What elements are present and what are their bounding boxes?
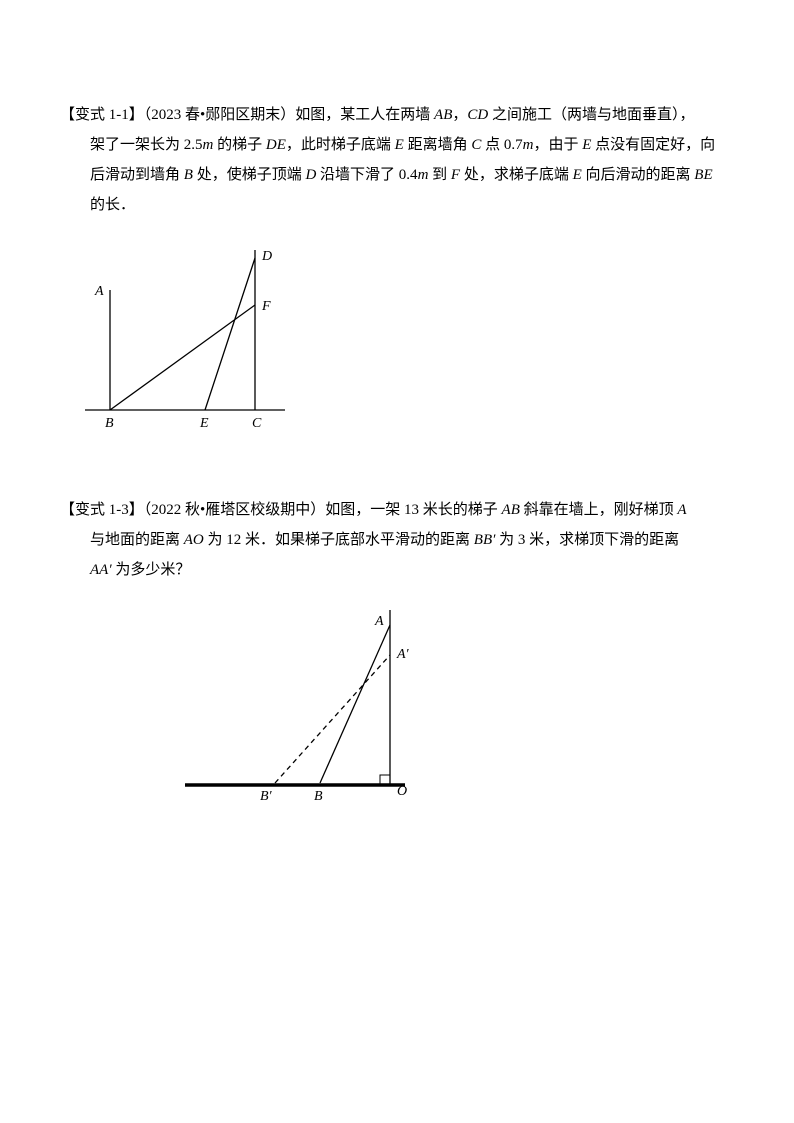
diag1-label-E: E [199,416,209,431]
p1-l2e: ，此时梯子底端 [286,137,395,153]
p1-l2f: E [395,137,404,153]
p2-l1a: 如图，一架 13 米长的梯子 [325,502,501,518]
p1-l1b: AB [434,107,452,123]
problem-1-line-3: 后滑动到墙角 B 处，使梯子顶端 D 沿墙下滑了 0.4m 到 F 处，求梯子底… [60,160,734,190]
p1-l2c: 的梯子 [213,137,266,153]
p1-l2k: ，由于 [533,137,582,153]
p2-l1d: A [677,502,686,518]
diag2-label-A: A [374,614,384,629]
problem-1-line-2: 架了一架长为 2.5m 的梯子 DE，此时梯子底端 E 距离墙角 C 点 0.7… [60,130,734,160]
diag2-label-O: O [397,784,407,799]
problem-1-label: 【变式 1-1】 [60,107,144,123]
problem-2-line-3: AA′ 为多少米？ [60,555,734,585]
problem-1-line-1: 【变式 1-1】（2023 春•郧阳区期末）如图，某工人在两墙 AB，CD 之间… [60,100,734,130]
problem-2-label: 【变式 1-3】 [60,502,144,518]
diagram-1-svg: A B C D E F [80,235,290,435]
p2-l1b: AB [502,502,520,518]
problem-1-diagram: A B C D E F [80,235,734,435]
p1-l2h: C [471,137,481,153]
p1-l1e: 之间施工（两墙与地面垂直）， [488,107,694,123]
p1-l3j: E [573,167,582,183]
problem-2: 【变式 1-3】（2022 秋•雁塔区校级期中）如图，一架 13 米长的梯子 A… [60,495,734,810]
p1-l2m: 点没有固定好，向 [591,137,715,153]
p2-l2e: 为 3 米，求梯顶下滑的距离 [495,532,679,548]
diag1-label-A: A [94,284,104,299]
p1-l4: 的长． [90,197,135,213]
p1-l2a: 架了一架长为 2.5 [90,137,203,153]
diagram-2-svg: A A′ B B′ O [180,600,440,810]
problem-2-source: （2022 秋•雁塔区校级期中） [144,502,326,518]
p1-l1c: ， [452,107,467,123]
p1-l2i: 点 0.7 [481,137,522,153]
diag2-label-Ap: A′ [396,647,410,662]
problem-1: 【变式 1-1】（2023 春•郧阳区期末）如图，某工人在两墙 AB，CD 之间… [60,100,734,435]
problem-1-line-4: 的长． [60,190,734,220]
p1-l3a: 后滑动到墙角 [90,167,184,183]
problem-2-line-1: 【变式 1-3】（2022 秋•雁塔区校级期中）如图，一架 13 米长的梯子 A… [60,495,734,525]
problem-1-text: 【变式 1-1】（2023 春•郧阳区期末）如图，某工人在两墙 AB，CD 之间… [60,100,734,220]
p1-l3l: BE [694,167,712,183]
p1-l3c: 处，使梯子顶端 [193,167,306,183]
diag1-label-B: B [105,416,114,431]
p1-l3b: B [184,167,193,183]
p1-l2l: E [582,137,591,153]
p2-l2b: AO [184,532,204,548]
p1-l3h: F [451,167,460,183]
diag2-label-B: B [314,789,323,804]
p2-l3b: 为多少米？ [112,562,191,578]
p1-l2b: m [203,137,214,153]
p2-l3a: AA′ [90,562,112,578]
p1-l3g: 到 [428,167,451,183]
p1-l2g: 距离墙角 [404,137,472,153]
diag1-label-D: D [261,249,272,264]
p1-l3k: 向后滑动的距离 [582,167,695,183]
p1-l2j: m [523,137,534,153]
p1-l2d: DE [266,137,286,153]
problem-1-source: （2023 春•郧阳区期末） [144,107,296,123]
p1-l1d: CD [467,107,488,123]
p2-l2c: 为 12 米．如果梯子底部水平滑动的距离 [204,532,474,548]
p2-l1c: 斜靠在墙上，刚好梯顶 [520,502,678,518]
p1-l1a: 如图，某工人在两墙 [295,107,434,123]
p1-l3e: 沿墙下滑了 0.4 [316,167,417,183]
diag1-label-F: F [261,299,271,314]
problem-2-diagram: A A′ B B′ O [180,600,734,810]
p1-l3d: D [305,167,316,183]
p1-l3f: m [418,167,429,183]
p1-l3i: 处，求梯子底端 [460,167,573,183]
p2-l2a: 与地面的距离 [90,532,184,548]
problem-2-line-2: 与地面的距离 AO 为 12 米．如果梯子底部水平滑动的距离 BB′ 为 3 米… [60,525,734,555]
diag1-label-C: C [252,416,262,431]
p2-l2d: BB′ [474,532,496,548]
diag2-label-Bp: B′ [260,789,273,804]
problem-2-text: 【变式 1-3】（2022 秋•雁塔区校级期中）如图，一架 13 米长的梯子 A… [60,495,734,585]
